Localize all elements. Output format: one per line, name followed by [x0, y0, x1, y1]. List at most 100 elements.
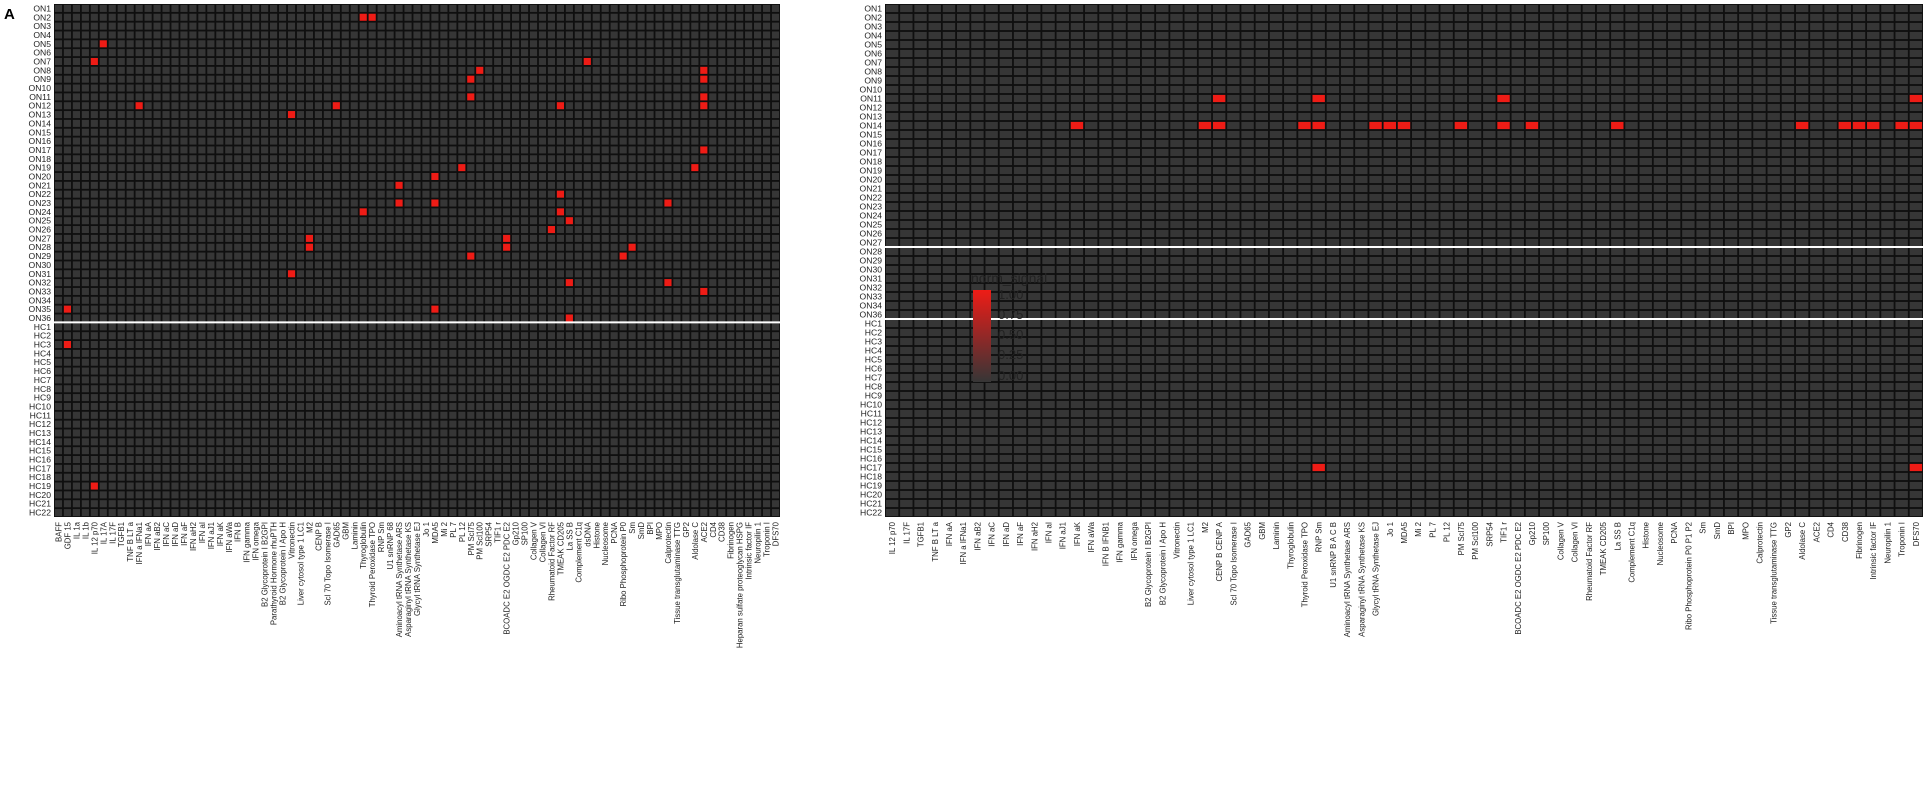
heatmap-cell [234, 296, 242, 304]
heatmap-cell [914, 22, 927, 31]
heatmap-cell [601, 385, 609, 393]
heatmap-cell [592, 349, 600, 357]
heatmap-cell [108, 111, 116, 119]
heatmap-cell [287, 57, 296, 66]
heatmap-cell [619, 261, 627, 269]
heatmap-cell [270, 31, 278, 39]
heatmap-cell [691, 296, 699, 304]
heatmap-cell [341, 402, 349, 410]
heatmap-cell [63, 385, 72, 393]
heatmap-cell [736, 341, 744, 349]
heatmap-cell [485, 305, 493, 313]
heatmap-cell [494, 491, 502, 499]
heatmap-cell [538, 243, 547, 251]
heatmap-cell [386, 84, 394, 92]
heatmap-cell [655, 40, 663, 48]
heatmap-cell [771, 199, 780, 207]
heatmap-cell [601, 181, 609, 189]
heatmap-cell [90, 473, 98, 481]
heatmap-cell [673, 172, 681, 180]
heatmap-cell [323, 13, 331, 21]
heatmap-cell [126, 155, 134, 163]
column-label: IL 17A [99, 521, 108, 544]
heatmap-cell [252, 394, 260, 402]
heatmap-cell [700, 358, 708, 366]
heatmap-cell [108, 455, 116, 464]
heatmap-cell [709, 128, 717, 136]
heatmap-cell [619, 128, 627, 136]
heatmap-cell [261, 128, 269, 136]
heatmap-cell [180, 13, 188, 21]
heatmap-cell [117, 164, 125, 172]
heatmap-cell [126, 482, 134, 490]
heatmap-cell [243, 394, 251, 402]
heatmap-cell [243, 164, 251, 172]
heatmap-cell [350, 217, 358, 225]
heatmap-cell [736, 208, 744, 216]
heatmap-cell [503, 119, 511, 127]
heatmap-cell [63, 287, 72, 295]
heatmap-cell [718, 199, 726, 207]
heatmap-cell [512, 341, 520, 349]
heatmap-cell [225, 234, 233, 242]
heatmap-cell [700, 137, 708, 145]
heatmap-cell [682, 305, 690, 313]
heatmap-cell [126, 128, 134, 136]
heatmap-cell [153, 385, 161, 393]
heatmap-cell [270, 367, 278, 375]
heatmap-cell [574, 40, 582, 48]
heatmap-cell [467, 491, 475, 499]
heatmap-cell [54, 164, 63, 172]
heatmap-cell [547, 22, 556, 30]
heatmap-cell [305, 509, 314, 517]
heatmap-cell [278, 500, 287, 508]
heatmap-cell [771, 323, 780, 331]
heatmap-cell [709, 482, 717, 490]
heatmap-cell [72, 119, 80, 127]
heatmap-cell [314, 287, 322, 295]
heatmap-cell [117, 93, 125, 101]
heatmap-cell [341, 75, 349, 83]
heatmap-cell [914, 4, 927, 13]
heatmap-cell [108, 491, 116, 499]
heatmap-cell [90, 208, 98, 216]
heatmap-cell [278, 199, 287, 207]
heatmap-cell [556, 447, 564, 455]
heatmap-cell-high [583, 57, 591, 66]
heatmap-cell [682, 226, 690, 234]
column-label: Calprotectin [664, 522, 673, 564]
heatmap-cell [341, 128, 349, 136]
heatmap-cell [63, 146, 72, 154]
heatmap-cell [126, 190, 134, 198]
heatmap-cell [135, 473, 143, 481]
heatmap-cell [709, 172, 717, 180]
heatmap-cell [126, 252, 134, 260]
heatmap-cell [377, 411, 385, 419]
heatmap-cell [709, 226, 717, 234]
heatmap-cell [413, 75, 421, 83]
heatmap-cell [574, 199, 582, 207]
heatmap-cell [422, 261, 430, 269]
heatmap-cell [574, 464, 582, 472]
column-label: IFN aA [144, 521, 153, 546]
heatmap-cell [261, 455, 269, 464]
heatmap-cell [1326, 4, 1340, 13]
heatmap-cell [225, 349, 233, 357]
heatmap-cell [252, 402, 260, 410]
heatmap-cell [117, 491, 125, 499]
heatmap-cell [189, 287, 197, 295]
heatmap-cell [771, 394, 780, 402]
heatmap-cell [637, 22, 645, 30]
heatmap-cell [664, 190, 672, 198]
heatmap-cell [458, 305, 466, 313]
heatmap-cell [664, 31, 672, 39]
heatmap-cell [144, 164, 152, 172]
heatmap-cell [458, 111, 466, 119]
heatmap-cell [234, 181, 242, 189]
heatmap-cell [1682, 13, 1695, 22]
heatmap-cell [270, 464, 278, 472]
heatmap-cell [377, 314, 385, 322]
heatmap-cell [243, 429, 251, 437]
heatmap-cell [198, 137, 206, 145]
heatmap-cell [189, 491, 197, 499]
